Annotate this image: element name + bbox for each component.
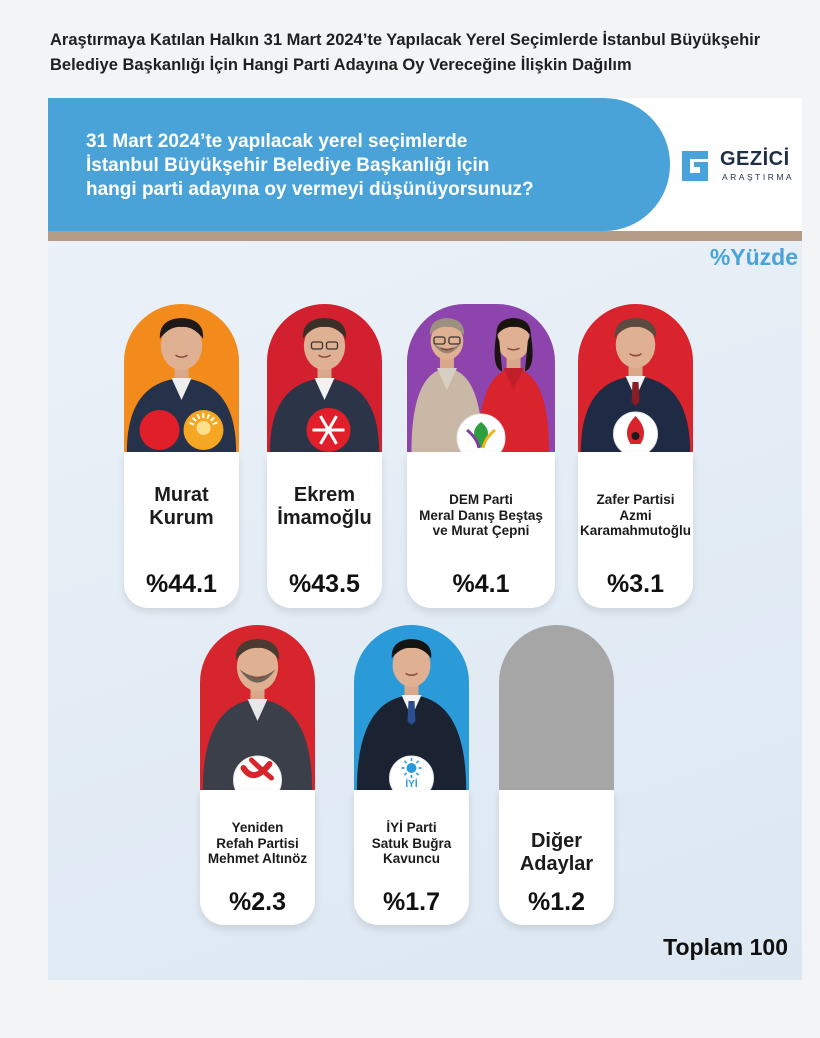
vote-share-label: %1.7	[383, 888, 440, 916]
candidate-info-panel: Ekrem İmamoğlu %43.5	[267, 452, 382, 608]
ak-parti-icon	[183, 410, 224, 450]
candidate-name-line: Zafer Partisi	[596, 492, 675, 507]
vote-share-label: %43.5	[289, 570, 360, 598]
brand-stripe	[48, 231, 802, 241]
logo-name: GEZİCİ	[720, 148, 790, 170]
candidate-card: Ekrem İmamoğlu %43.5	[267, 304, 382, 608]
candidate-name-line: Diğer	[530, 830, 583, 852]
candidate-name-line: Meral Danış Beştaş	[419, 507, 543, 523]
total-label: Toplam 100	[663, 934, 788, 960]
candidate-name-line: Mehmet Altınöz	[207, 851, 308, 867]
candidate-name: İYİ Parti Satuk Buğra Kavuncu	[354, 820, 469, 867]
candidate-photo-bar	[267, 304, 382, 452]
page-title-line-1: Araştırmaya Katılan Halkın 31 Mart 2024’…	[50, 31, 761, 49]
candidate-card: DEM Parti Meral Danış Beştaş ve Murat Çepn…	[407, 304, 555, 608]
candidate-name-line: Adaylar	[519, 853, 594, 875]
candidate-name-line: Karamahmutoğlu	[579, 523, 691, 539]
candidate-photo	[202, 639, 313, 790]
candidate-info-panel: Yeniden Refah Partisi Mehmet Altınöz %2.3	[200, 790, 315, 925]
candidate-photo-bar	[407, 304, 555, 452]
candidate-photo-bar: İYİ	[354, 625, 469, 790]
yeniden-refah-icon	[233, 755, 282, 790]
page-title: Araştırmaya Katılan Halkın 31 Mart 2024’…	[50, 28, 790, 78]
dem-parti-leaf-icon	[456, 413, 506, 452]
candidate-card: İYİ İYİ Parti Satuk Buğra Kavuncu %1.7	[354, 625, 469, 925]
candidate-name-line: Murat	[154, 484, 209, 506]
candidate-card: Yeniden Refah Partisi Mehmet Altınöz %2.3	[200, 625, 315, 925]
zafer-partisi-flame-icon	[613, 411, 658, 452]
candidate-name-line: Ekrem	[293, 484, 356, 506]
candidate-card: Diğer Adaylar %1.2	[499, 625, 614, 925]
page-title-line-2: Belediye Başkanlığı İçin Hangi Parti Ada…	[50, 56, 632, 74]
candidate-photo-bar	[124, 304, 239, 452]
candidate-name-line: Azmi	[619, 507, 652, 523]
candidate-photo-bar	[578, 304, 693, 452]
candidate-name: Zafer Partisi Azmi Karamahmutoğlu	[578, 492, 693, 539]
candidate-name: Murat Kurum	[124, 484, 239, 530]
candidate-info-panel: Diğer Adaylar %1.2	[499, 790, 614, 925]
candidate-photo-bar	[200, 625, 315, 790]
candidate-name: DEM Parti Meral Danış Beştaş ve Murat Çepn…	[407, 492, 555, 539]
vote-share-label: %1.2	[528, 888, 585, 916]
candidate-card: Murat Kurum %44.1	[124, 304, 239, 608]
candidate-name-line: Yeniden	[231, 820, 284, 835]
candidate-info-panel: DEM Parti Meral Danış Beştaş ve Murat Çepn…	[407, 452, 555, 608]
candidate-name: Diğer Adaylar	[499, 830, 614, 876]
candidate-name-line: DEM Parti	[449, 492, 513, 507]
question-line-2: İstanbul Büyükşehir Belediye Başkanlığı …	[86, 155, 490, 176]
candidate-photo	[356, 639, 467, 790]
candidate-name-line: Kavuncu	[382, 851, 440, 867]
candidate-name-line: İYİ Parti	[386, 820, 437, 835]
iyi-parti-sun-icon: İYİ	[389, 755, 434, 790]
candidate-info-panel: Zafer Partisi Azmi Karamahmutoğlu %3.1	[578, 452, 693, 608]
poll-infographic: 31 Mart 2024’te yapılacak yerel seçimler…	[48, 98, 802, 980]
candidate-name-line: Refah Partisi	[216, 835, 299, 851]
vote-share-label: %2.3	[229, 888, 286, 916]
gezici-logo: GEZİCİ ARAŞTIRMA	[678, 145, 798, 190]
candidate-name-line: Kurum	[149, 507, 214, 529]
candidate-name: Yeniden Refah Partisi Mehmet Altınöz	[200, 820, 315, 867]
question-banner: 31 Mart 2024’te yapılacak yerel seçimler…	[48, 98, 670, 231]
candidate-name-line: Satuk Buğra	[371, 835, 452, 851]
candidate-name-line: İmamoğlu	[277, 507, 372, 529]
candidate-info-panel: İYİ Parti Satuk Buğra Kavuncu %1.7	[354, 790, 469, 925]
gezici-logo-icon	[682, 151, 708, 181]
vote-share-label: %3.1	[607, 570, 664, 598]
chp-six-arrows-icon	[306, 408, 351, 452]
vote-share-label: %44.1	[146, 570, 217, 598]
candidate-name: Ekrem İmamoğlu	[267, 484, 382, 530]
question-line-1: 31 Mart 2024’te yapılacak yerel seçimler…	[86, 131, 468, 152]
unit-label: %Yüzde	[709, 244, 798, 270]
candidate-info-panel: Murat Kurum %44.1	[124, 452, 239, 608]
svg-text:İYİ: İYİ	[405, 777, 417, 790]
question-line-3: hangi parti adayına oy vermeyi düşünüyor…	[86, 179, 534, 200]
candidate-photo-bar	[499, 625, 614, 790]
vote-share-label: %4.1	[452, 570, 510, 598]
candidate-card: Zafer Partisi Azmi Karamahmutoğlu %3.1	[578, 304, 693, 608]
candidate-name-line: ve Murat Çepni	[432, 523, 530, 539]
logo-subtitle: ARAŞTIRMA	[722, 172, 795, 182]
mhp-icon	[139, 410, 180, 450]
